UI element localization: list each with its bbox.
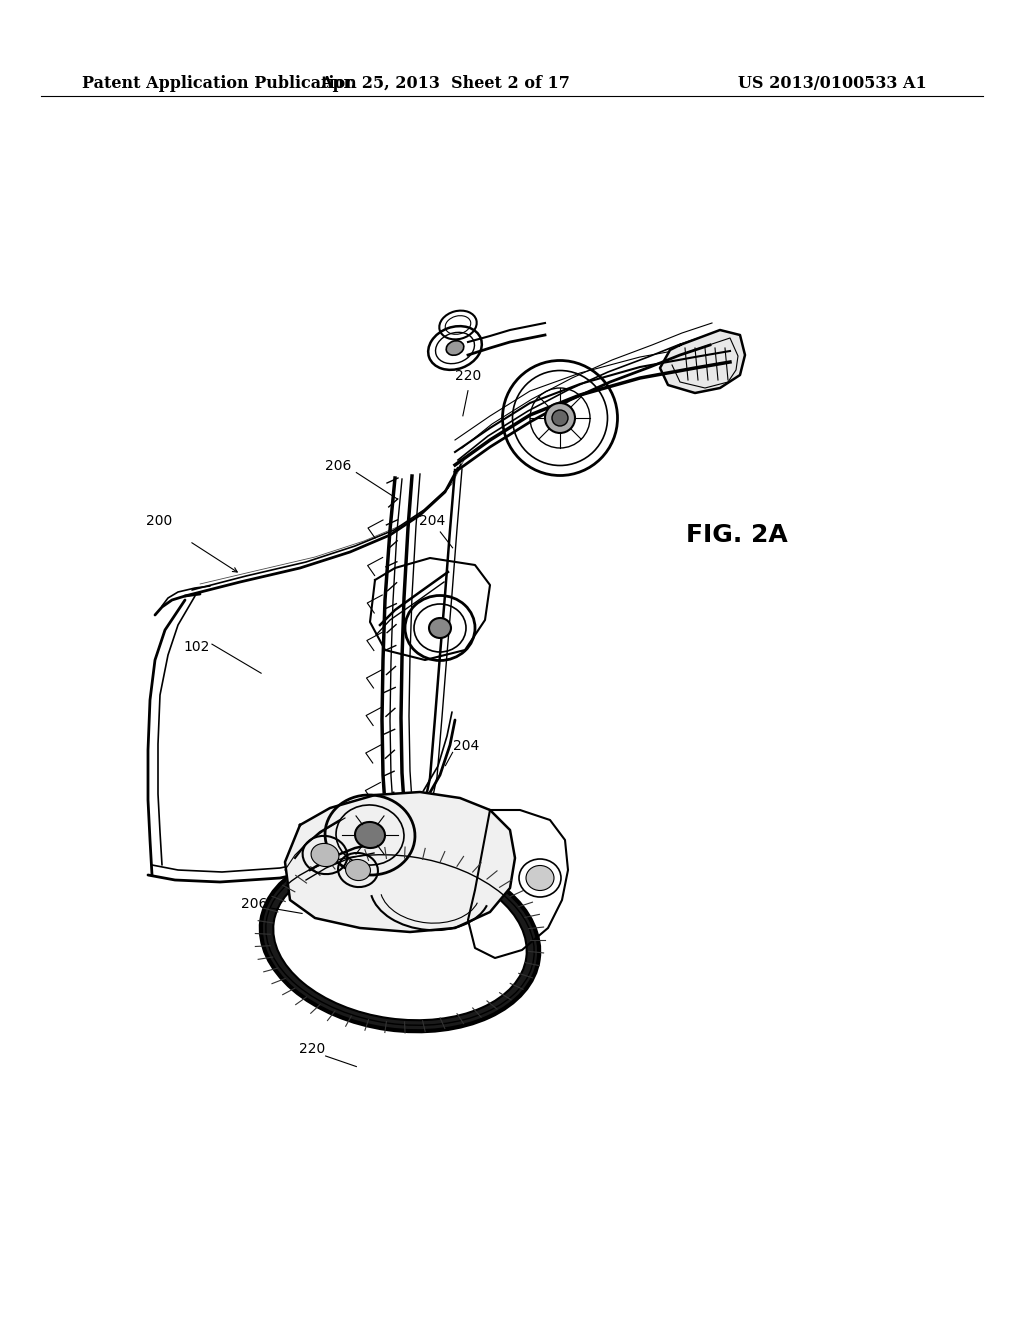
Polygon shape: [285, 792, 515, 932]
Text: 220: 220: [299, 1043, 326, 1056]
Text: 206: 206: [325, 459, 351, 473]
Ellipse shape: [446, 341, 464, 355]
Ellipse shape: [552, 411, 568, 426]
Ellipse shape: [429, 618, 451, 638]
Polygon shape: [660, 330, 745, 393]
Text: 102: 102: [183, 640, 210, 653]
Ellipse shape: [345, 859, 371, 880]
Ellipse shape: [261, 849, 540, 1031]
Text: Patent Application Publication: Patent Application Publication: [82, 75, 356, 91]
Text: FIG. 2A: FIG. 2A: [686, 523, 788, 546]
Ellipse shape: [311, 843, 339, 867]
Ellipse shape: [545, 403, 575, 433]
Ellipse shape: [355, 822, 385, 847]
Text: 206: 206: [241, 898, 267, 911]
Text: Apr. 25, 2013  Sheet 2 of 17: Apr. 25, 2013 Sheet 2 of 17: [321, 75, 570, 91]
Text: US 2013/0100533 A1: US 2013/0100533 A1: [738, 75, 927, 91]
Ellipse shape: [273, 859, 526, 1020]
Text: 204: 204: [453, 739, 479, 752]
Ellipse shape: [526, 866, 554, 891]
Text: 220: 220: [455, 370, 481, 383]
Text: 200: 200: [145, 515, 172, 528]
Text: 204: 204: [419, 515, 445, 528]
